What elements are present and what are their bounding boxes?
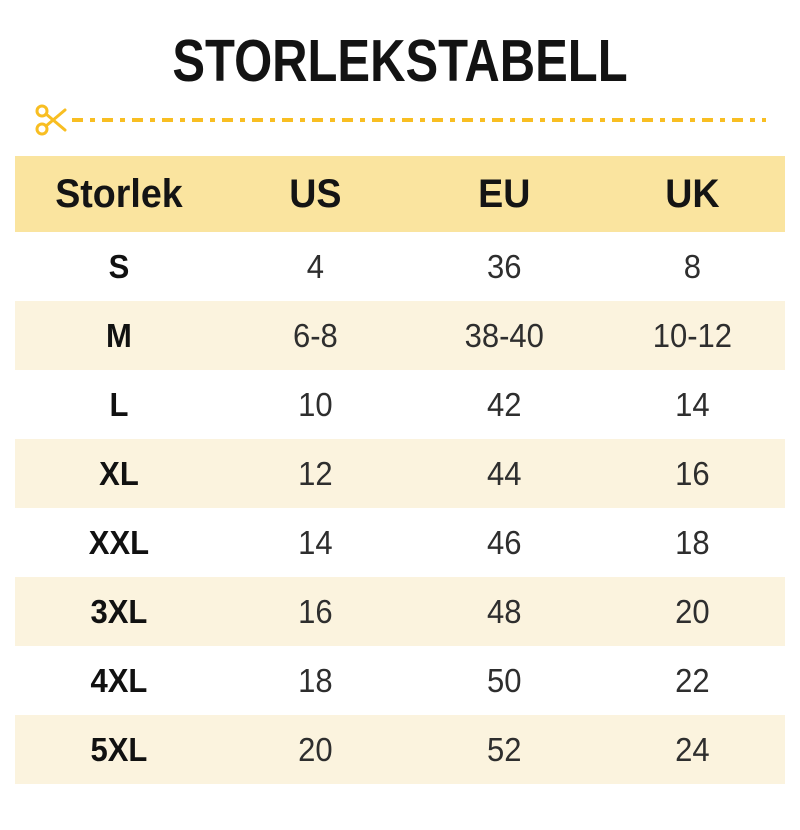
column-header-us: US bbox=[289, 171, 342, 216]
value-cell: 48 bbox=[486, 592, 522, 630]
size-cell: XL bbox=[99, 454, 139, 492]
value-cell: 50 bbox=[486, 661, 522, 699]
column-header-storlek: Storlek bbox=[55, 171, 183, 216]
value-cell: 10-12 bbox=[652, 316, 733, 354]
value-cell: 14 bbox=[298, 523, 333, 561]
size-cell: S bbox=[108, 247, 130, 285]
size-cell: 4XL bbox=[90, 661, 148, 699]
size-cell: L bbox=[109, 385, 129, 423]
cut-line bbox=[34, 100, 766, 140]
page-title: STORLEKSTABELL bbox=[172, 28, 628, 94]
scissors-icon bbox=[35, 104, 67, 136]
table-row: XL 12 44 16 bbox=[15, 439, 785, 508]
value-cell: 18 bbox=[298, 661, 333, 699]
value-cell: 22 bbox=[675, 661, 710, 699]
table-row: XXL 14 46 18 bbox=[15, 508, 785, 577]
table-header-row: Storlek US EU UK bbox=[15, 156, 785, 232]
cut-dashed-line bbox=[72, 118, 766, 122]
size-table: Storlek US EU UK S 4 36 8 M 6-8 38-40 10-12 L 10 4… bbox=[15, 156, 785, 784]
value-cell: 6-8 bbox=[292, 316, 338, 354]
value-cell: 36 bbox=[486, 247, 522, 285]
table-body: S 4 36 8 M 6-8 38-40 10-12 L 10 42 14 XL 12 44 16 XXL 14 4… bbox=[15, 232, 785, 784]
value-cell: 18 bbox=[675, 523, 710, 561]
value-cell: 20 bbox=[298, 730, 333, 768]
value-cell: 16 bbox=[298, 592, 333, 630]
size-chart-page: STORLEKSTABELL Storlek US EU UK S 4 36 8 M 6-… bbox=[0, 30, 800, 830]
value-cell: 12 bbox=[298, 454, 333, 492]
column-header-eu: EU bbox=[477, 171, 531, 216]
value-cell: 52 bbox=[486, 730, 522, 768]
size-cell: M bbox=[106, 316, 132, 354]
size-cell: 5XL bbox=[90, 730, 148, 768]
value-cell: 46 bbox=[486, 523, 522, 561]
value-cell: 4 bbox=[306, 247, 324, 285]
table-row: 4XL 18 50 22 bbox=[15, 646, 785, 715]
value-cell: 10 bbox=[298, 385, 333, 423]
value-cell: 44 bbox=[486, 454, 522, 492]
value-cell: 16 bbox=[675, 454, 710, 492]
value-cell: 8 bbox=[683, 247, 702, 285]
value-cell: 38-40 bbox=[464, 316, 544, 354]
table-row: S 4 36 8 bbox=[15, 232, 785, 301]
value-cell: 20 bbox=[675, 592, 710, 630]
value-cell: 42 bbox=[486, 385, 522, 423]
value-cell: 24 bbox=[675, 730, 710, 768]
table-row: L 10 42 14 bbox=[15, 370, 785, 439]
size-cell: 3XL bbox=[90, 592, 148, 630]
table-row: M 6-8 38-40 10-12 bbox=[15, 301, 785, 370]
value-cell: 14 bbox=[675, 385, 710, 423]
table-row: 5XL 20 52 24 bbox=[15, 715, 785, 784]
table-row: 3XL 16 48 20 bbox=[15, 577, 785, 646]
column-header-uk: UK bbox=[665, 171, 720, 216]
size-cell: XXL bbox=[88, 523, 150, 561]
